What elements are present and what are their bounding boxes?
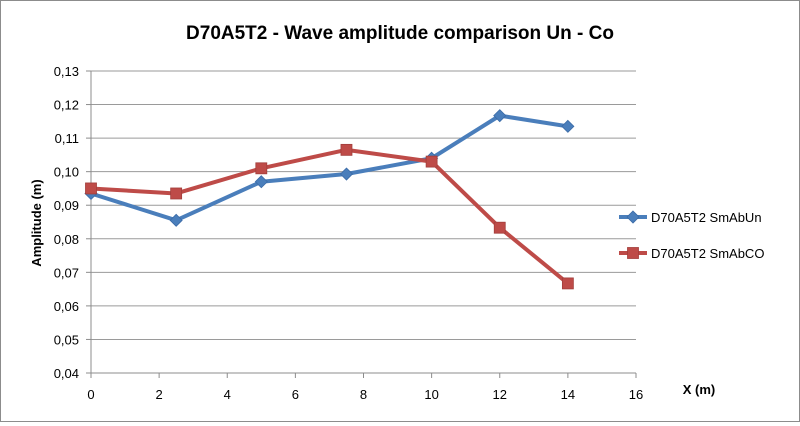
x-tick-label: 12 — [493, 387, 507, 402]
data-point — [255, 162, 268, 175]
data-point — [85, 182, 97, 195]
data-point — [254, 175, 268, 189]
y-tick-label: 0,11 — [55, 131, 79, 146]
series-2 — [85, 143, 574, 290]
y-axis-ticks: 0,04 0,05 0,06 0,07 0,08 0,09 0,10 0,11 0,12 0,13 — [54, 64, 91, 381]
series-line — [89, 113, 570, 223]
legend-item: D70A5T2 SmAbUn — [619, 210, 762, 225]
y-tick-label: 0,08 — [54, 232, 79, 247]
data-point — [339, 167, 354, 181]
data-point — [169, 213, 183, 227]
data-point — [561, 119, 575, 133]
data-point — [170, 187, 183, 200]
y-tick-label: 0,07 — [54, 265, 79, 280]
y-tick-label: 0,06 — [54, 299, 79, 314]
x-tick-label: 2 — [156, 387, 163, 402]
x-tick-label: 6 — [292, 387, 299, 402]
gridlines — [91, 70, 636, 340]
legend-label: D70A5T2 SmAbUn — [651, 210, 762, 225]
y-tick-label: 0,04 — [54, 366, 79, 381]
x-axis-ticks: 0 2 4 6 8 10 12 14 16 — [87, 373, 643, 402]
y-tick-label: 0,13 — [54, 64, 79, 79]
x-tick-label: 10 — [424, 387, 438, 402]
y-tick-label: 0,10 — [54, 165, 79, 180]
x-tick-label: 0 — [87, 387, 94, 402]
y-tick-label: 0,12 — [54, 98, 79, 113]
legend-swatch-marker — [627, 247, 639, 259]
y-tick-label: 0,09 — [54, 198, 79, 213]
x-tick-label: 4 — [224, 387, 231, 402]
data-point — [493, 109, 507, 123]
legend-item: D70A5T2 SmAbCO — [619, 246, 764, 261]
x-tick-label: 14 — [561, 387, 575, 402]
data-point — [561, 277, 574, 290]
data-point — [340, 143, 353, 156]
chart-title: D70A5T2 - Wave amplitude comparison Un -… — [186, 23, 614, 44]
series-1 — [84, 109, 575, 227]
x-tick-label: 8 — [360, 387, 367, 402]
series-group — [84, 109, 575, 290]
x-tick-label: 16 — [629, 387, 643, 402]
legend-label: D70A5T2 SmAbCO — [651, 246, 764, 261]
y-axis-label: Amplitude (m) — [29, 179, 44, 266]
x-axis-label: X (m) — [683, 382, 716, 397]
legend: D70A5T2 SmAbUn D70A5T2 SmAbCO — [619, 210, 764, 261]
data-point — [425, 155, 438, 168]
data-point — [493, 221, 506, 234]
y-tick-label: 0,05 — [54, 332, 79, 347]
legend-swatch-marker — [626, 210, 640, 224]
